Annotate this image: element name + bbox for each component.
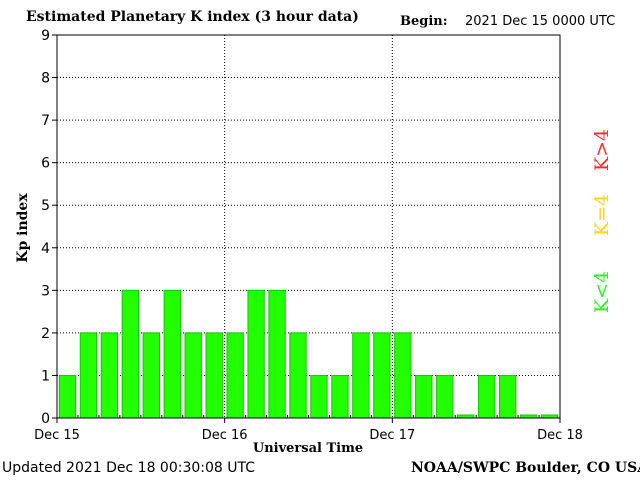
x-tick-label: Dec 18 <box>537 428 583 443</box>
y-tick-label: 8 <box>41 71 50 87</box>
y-tick-label: 2 <box>41 326 50 342</box>
kp-bar <box>394 332 412 419</box>
y-tick-label: 7 <box>41 113 50 129</box>
x-axis-label: Universal Time <box>253 441 363 456</box>
kp-bar <box>477 374 496 419</box>
kp-bar <box>310 374 328 419</box>
kp-bar <box>205 332 223 419</box>
y-tick-label: 1 <box>41 368 50 384</box>
kp-bar <box>436 374 454 419</box>
kp-bar <box>352 332 370 419</box>
y-axis-label: Kp index <box>15 193 31 263</box>
y-tick-label: 3 <box>41 283 50 299</box>
kp-bar <box>331 374 349 419</box>
y-tick-label: 6 <box>41 156 50 172</box>
kp-bar <box>498 374 517 419</box>
kp-bar <box>79 332 98 419</box>
legend-label: K>4 <box>591 129 613 171</box>
x-tick-label: Dec 17 <box>369 428 415 443</box>
kp-bar <box>268 289 286 419</box>
x-tick-label: Dec 16 <box>202 428 248 443</box>
y-tick-label: 5 <box>41 198 50 214</box>
begin-value: 2021 Dec 15 0000 UTC <box>465 14 616 29</box>
kp-bar <box>121 289 140 419</box>
begin-label: Begin: <box>400 14 448 29</box>
y-tick-label: 0 <box>41 411 50 427</box>
kp-bar <box>373 332 391 419</box>
kp-bar <box>289 332 307 419</box>
kp-bar <box>247 289 265 419</box>
kp-bar <box>226 332 244 419</box>
x-tick-label: Dec 15 <box>34 428 80 443</box>
legend-label: K=4 <box>591 194 613 236</box>
kp-bar <box>58 374 77 419</box>
y-tick-label: 4 <box>41 241 50 257</box>
chart-title: Estimated Planetary K index (3 hour data… <box>26 9 359 25</box>
y-tick-label: 9 <box>41 28 50 44</box>
kp-bar <box>142 332 160 419</box>
kp-bar <box>184 332 202 419</box>
kp-bar <box>100 332 119 419</box>
kp-bar <box>163 289 181 419</box>
kp-bar <box>415 374 433 419</box>
credit-label: NOAA/SWPC Boulder, CO USA <box>411 460 640 476</box>
updated-timestamp: Updated 2021 Dec 18 00:30:08 UTC <box>2 460 256 476</box>
legend-label: K<4 <box>591 271 613 313</box>
